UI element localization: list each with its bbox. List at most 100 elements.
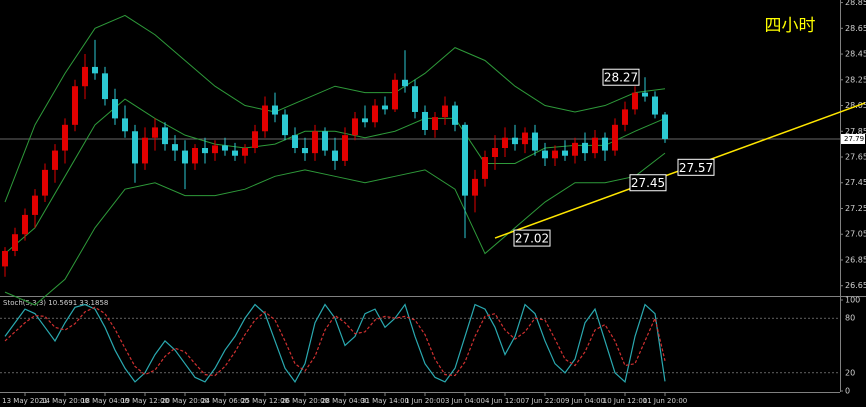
candle-body xyxy=(362,118,368,123)
annotation-box xyxy=(602,68,640,86)
candle-body xyxy=(282,114,288,136)
candle-body xyxy=(472,178,478,196)
candle-body xyxy=(242,148,248,156)
candle-body xyxy=(422,111,428,130)
annotation-label: 27.02 xyxy=(515,232,549,246)
y-tick-label: 27.05 xyxy=(845,230,866,239)
annotation-box xyxy=(677,158,715,176)
candle-body xyxy=(112,99,118,119)
x-tick-label: 10 Jun 12:00 xyxy=(603,397,647,405)
x-tick-label: 20 May 20:00 xyxy=(161,397,209,405)
x-tick-label: 19 May 12:00 xyxy=(121,397,169,405)
x-tick-label: 9 Jun 04:00 xyxy=(565,397,605,405)
annotation-box xyxy=(513,229,551,247)
stoch-line xyxy=(4,303,666,384)
candle-body xyxy=(632,92,638,110)
stoch-title: Stoch(5,3,3) 10.5691 33.1858 xyxy=(3,299,108,307)
y-tick-label: 26.85 xyxy=(845,255,866,264)
y-tick-label: 27.85 xyxy=(845,127,866,136)
x-tick-label: 24 May 06:00 xyxy=(201,397,249,405)
candle-body xyxy=(452,105,458,125)
y-tick-label: 28.85 xyxy=(845,0,866,7)
candle-body xyxy=(512,137,518,145)
y-tick-label: 28.45 xyxy=(845,50,866,59)
candle-body xyxy=(582,142,588,154)
candle-body xyxy=(22,214,28,235)
annotation-label: 27.45 xyxy=(631,176,665,190)
candle-body xyxy=(402,79,408,87)
x-tick-label: 25 May 12:00 xyxy=(241,397,289,405)
candle-body xyxy=(292,135,298,148)
candle-body xyxy=(102,73,108,100)
annotation-box xyxy=(629,174,667,192)
candle-body xyxy=(502,137,508,148)
candle-body xyxy=(72,86,78,125)
x-tick-label: 11 Jun 20:00 xyxy=(643,397,687,405)
candle-body xyxy=(352,118,358,136)
candle-body xyxy=(442,105,448,118)
candle-body xyxy=(562,150,568,156)
candle-body xyxy=(542,150,548,159)
y-tick-label: 26.65 xyxy=(845,281,866,290)
stoch-line xyxy=(4,306,666,377)
last-price-box xyxy=(841,133,865,144)
candle-body xyxy=(492,148,498,158)
y-tick-label: 28.25 xyxy=(845,75,866,84)
candle-body xyxy=(262,105,268,132)
candle-body xyxy=(332,150,338,161)
candle-body xyxy=(652,96,658,115)
candle-body xyxy=(392,79,398,110)
candle-body xyxy=(322,131,328,151)
x-tick-label: 3 Jun 04:00 xyxy=(445,397,485,405)
candle-body xyxy=(252,131,258,148)
candle-body xyxy=(612,124,618,151)
candle-body xyxy=(372,105,378,123)
candle-body xyxy=(152,127,158,138)
candle-body xyxy=(172,144,178,151)
candle-body xyxy=(222,145,228,151)
y-tick-label: 28.65 xyxy=(845,24,866,33)
candle-body xyxy=(462,124,468,196)
x-tick-label: 13 May 2021 xyxy=(2,397,48,405)
x-tick-label: 1 Jun 20:00 xyxy=(405,397,445,405)
x-tick-label: 4 Jun 12:00 xyxy=(485,397,525,405)
y-tick-label: 100 xyxy=(845,296,860,305)
candle-body xyxy=(522,132,528,145)
candle-body xyxy=(272,105,278,115)
candle-body xyxy=(482,157,488,179)
candle-body xyxy=(142,137,148,164)
candle-body xyxy=(302,148,308,154)
chart-title: 四小时 xyxy=(765,16,816,36)
x-tick-label: 14 May 20:00 xyxy=(41,397,89,405)
candle-body xyxy=(552,150,558,159)
candle-body xyxy=(342,135,348,161)
candle-body xyxy=(602,137,608,151)
candle-body xyxy=(162,127,168,145)
candle-body xyxy=(12,234,18,251)
candle-body xyxy=(312,131,318,154)
candle-body xyxy=(662,114,668,139)
candle-body xyxy=(412,86,418,112)
candle-body xyxy=(622,109,628,125)
candle-body xyxy=(382,105,388,110)
candle-body xyxy=(132,131,138,164)
x-tick-label: 28 May 04:00 xyxy=(321,397,369,405)
candle-body xyxy=(642,92,648,97)
x-tick-label: 7 Jun 22:00 xyxy=(525,397,565,405)
y-tick-label: 27.65 xyxy=(845,153,866,162)
x-tick-label: 18 May 04:00 xyxy=(81,397,129,405)
annotation-label: 27.57 xyxy=(679,161,713,175)
candle-body xyxy=(192,148,198,164)
candle-body xyxy=(592,137,598,154)
y-tick-label: 0 xyxy=(845,387,850,396)
y-tick-label: 27.25 xyxy=(845,204,866,213)
candle-body xyxy=(82,66,88,87)
annotation-label: 28.27 xyxy=(604,71,638,85)
candle-body xyxy=(182,150,188,164)
bollinger-upper xyxy=(4,14,666,203)
y-tick-label: 80 xyxy=(845,314,855,323)
y-tick-label: 28.05 xyxy=(845,101,866,110)
candle-body xyxy=(202,148,208,154)
